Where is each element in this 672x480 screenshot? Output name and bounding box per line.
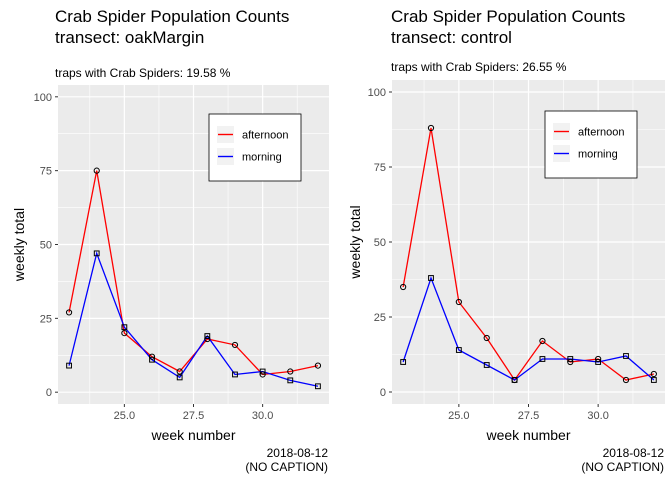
x-tick-label: 30.0 [252,410,273,422]
data-point-afternoon [567,358,574,366]
chart-plot: 0 25 50 75 100 25.0 27.5 30.0 week number weekly … [347,80,665,443]
x-axis-label: week number [485,427,570,443]
x-tick-label: 30.0 [587,410,608,422]
legend-label-afternoon: afternoon [578,127,624,139]
chart-caption: 2018-08-12 (NO CAPTION) [245,446,328,474]
data-point-morning [259,368,266,375]
data-point-afternoon [93,167,100,174]
chart-caption: 2018-08-12 (NO CAPTION) [581,446,664,474]
data-point-afternoon [539,337,546,345]
series-line-morning [402,276,655,381]
data-point-morning [650,377,657,383]
data-point-morning [66,362,72,369]
series-line-afternoon [68,170,319,376]
chart-plot: 0 25 50 75 100 25.0 27.5 30.0 week number weekly … [11,85,329,443]
data-point-afternoon [231,341,239,349]
data-point-morning [511,377,518,383]
data-point-morning [567,356,574,362]
x-tick-label: 27.5 [183,410,204,422]
y-tick-label: 75 [374,162,386,174]
x-tick-label: 25.0 [114,410,135,422]
data-point-morning [287,377,294,384]
caption-date: 2018-08-12 [602,446,664,460]
data-point-morning [455,347,462,353]
data-point-morning [539,356,546,362]
caption-note: (NO CAPTION) [581,460,664,474]
y-tick-label: 0 [46,387,52,399]
y-tick-label: 50 [374,237,386,249]
x-tick-label: 25.0 [448,410,469,422]
chart-title-line2: transect: oakMargin [55,28,205,47]
data-point-morning [149,356,155,363]
data-point-afternoon [204,335,211,343]
chart-title-line2: transect: control [391,28,512,47]
chart-title: Crab Spider Population Counts transect: … [391,6,625,48]
data-point-morning [121,324,128,331]
data-point-afternoon [314,362,322,369]
data-point-afternoon [483,334,490,342]
legend: afternoon morning [208,113,302,182]
data-point-afternoon [65,309,73,316]
data-point-afternoon [455,298,462,306]
legend-label-morning: morning [578,149,618,161]
y-tick-label: 75 [40,166,52,178]
y-tick-label: 100 [34,92,52,104]
legend-box [208,113,302,182]
data-point-afternoon [622,376,630,384]
y-axis-label: weekly total [11,208,27,282]
data-point-afternoon [287,368,294,375]
series-line-afternoon [402,127,654,382]
chart-subtitle: traps with Crab Spiders: 26.55 % [391,60,567,74]
data-point-morning [483,362,490,368]
y-tick-label: 50 [40,240,52,252]
data-point-afternoon [121,330,128,337]
caption-note: (NO CAPTION) [245,460,328,474]
x-tick-label: 27.5 [518,410,539,422]
data-point-morning [623,353,629,359]
data-point-afternoon [148,353,156,360]
chart-title-line1: Crab Spider Population Counts [55,7,290,26]
chart-title-line1: Crab Spider Population Counts [391,7,626,26]
data-point-morning [595,359,602,365]
data-point-morning [176,374,183,381]
y-tick-label: 100 [368,87,386,99]
chart-title: Crab Spider Population Counts transect: … [55,6,289,48]
data-point-morning [204,333,211,339]
y-tick-label: 0 [380,387,386,399]
data-point-afternoon [595,355,602,363]
x-axis-label: week number [150,427,235,443]
y-tick-label: 25 [40,313,52,325]
data-point-afternoon [427,124,435,132]
caption-date: 2018-08-12 [266,446,328,460]
chart-panel-control: Crab Spider Population Counts transect: … [336,0,672,480]
chart-panel-oakmargin: Crab Spider Population Counts transect: … [11,6,329,474]
data-point-morning [400,359,407,365]
data-point-morning [93,250,100,257]
legend: afternoon morning [544,110,638,179]
data-point-afternoon [650,370,657,378]
legend-label-afternoon: afternoon [242,130,288,142]
data-point-afternoon [176,368,183,375]
y-tick-label: 25 [374,312,386,324]
legend-label-morning: morning [242,152,282,164]
data-point-morning [428,275,434,281]
chart-subtitle: traps with Crab Spiders: 19.58 % [55,66,231,80]
data-point-afternoon [400,283,407,291]
legend-box [544,110,638,179]
data-point-afternoon [259,371,266,378]
data-point-morning [315,383,321,390]
series-line-morning [68,251,319,387]
y-axis-label: weekly total [347,205,363,279]
data-point-morning [232,371,238,378]
